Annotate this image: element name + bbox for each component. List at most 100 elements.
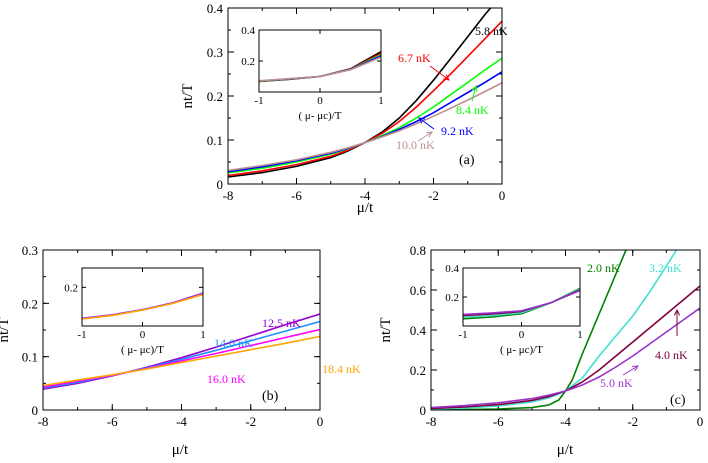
series-line-12-5-nk — [43, 313, 320, 390]
annotation-arrow-head — [425, 131, 433, 138]
annotation-arrow-head — [673, 308, 681, 316]
y-tick-label: 0.8 — [410, 243, 426, 258]
inset-line-4-0-nk — [463, 289, 580, 317]
x-tick-label: 0 — [499, 188, 506, 203]
x-tick-label: 0 — [697, 414, 704, 429]
series-line-2-0-nk — [431, 250, 627, 410]
inset-x-label: ( μ- μc)/T — [121, 344, 164, 356]
x-tick-label: -2 — [245, 414, 256, 429]
series-line-8-4-nk — [228, 57, 502, 174]
x-tick-label: 0 — [140, 329, 146, 341]
x-axis-label: μ/t — [357, 200, 374, 216]
y-tick-label: 0.3 — [22, 243, 38, 258]
annotation-label: 8.4 nK — [456, 103, 489, 117]
annotation-arrow-head — [418, 117, 425, 124]
y-tick-label: 0.1 — [22, 350, 38, 365]
y-tick-label: 0.4 — [445, 263, 459, 275]
y-tick-label: 0.2 — [410, 363, 426, 378]
annotation-label: 2.0 nK — [587, 261, 620, 275]
annotation-label: 18.4 nK — [322, 362, 361, 376]
panel-label: (c) — [670, 393, 686, 408]
annotation-label: 5.8 nK — [475, 24, 508, 38]
y-tick-label: 0.2 — [241, 56, 255, 68]
series-line-10-0-nk — [228, 82, 502, 172]
y-tick-label: 0.2 — [64, 282, 78, 294]
x-tick-label: -6 — [493, 414, 504, 429]
series-line-6-7-nk — [228, 20, 502, 177]
series-line-4-0-nk — [431, 285, 700, 410]
y-tick-label: 0.4 — [410, 323, 427, 338]
annotation-label: 10.0 nK — [396, 138, 435, 152]
x-tick-label: -6 — [107, 414, 118, 429]
inset-frame — [258, 29, 382, 93]
x-tick-label: 1 — [378, 95, 384, 107]
annotation-arrow-line — [622, 365, 639, 376]
y-tick-label: 0.2 — [445, 292, 459, 304]
series-line-5-8-nk — [228, 8, 492, 178]
series-group — [431, 250, 700, 410]
y-tick-label: 0.2 — [207, 89, 223, 104]
x-tick-label: -6 — [291, 188, 302, 203]
annotation-arrow-head — [443, 74, 450, 81]
y-axis-label: nt/T — [0, 318, 12, 343]
annotation-arrow-line — [471, 85, 477, 102]
series-group — [228, 8, 502, 178]
x-tick-label: -4 — [560, 414, 571, 429]
annotation-label: 16.0 nK — [207, 372, 246, 386]
inset-axes: -1 0 1 0.2 0.4 — [241, 25, 384, 107]
axes: -8 -6 -4 -2 0 0 0.2 0.4 0.6 0.8 — [410, 243, 704, 429]
plot-frame — [227, 7, 503, 185]
y-tick-label: 0.3 — [207, 45, 223, 60]
axes: -8 -6 -4 -2 0 0 0.1 0.2 0.3 0.4 — [207, 1, 506, 203]
panel-label: (a) — [459, 153, 475, 168]
inset-axes: -1 0 1 0.2 — [64, 267, 206, 341]
inset-x-label: ( μ- μc)/T — [299, 110, 342, 122]
x-tick-label: -4 — [360, 188, 371, 203]
y-tick-label: 0.4 — [241, 25, 255, 37]
series-line-3-2-nk — [431, 250, 678, 410]
x-tick-label: -2 — [627, 414, 638, 429]
series-line-18-4-nk — [43, 335, 320, 387]
x-tick-label: -2 — [428, 188, 439, 203]
x-axis-label: μ/t — [557, 442, 574, 458]
inset-line-12-5-nk — [82, 292, 203, 320]
annotation-label: 9.2 nK — [441, 124, 474, 138]
series-line-16-0-nk — [43, 328, 320, 388]
inset-axes: -1 0 1 0.2 0.4 — [445, 263, 583, 341]
annotation-label: 4.0 nK — [655, 348, 688, 362]
y-tick-label: 0.2 — [22, 296, 38, 311]
x-tick-label: -8 — [223, 188, 234, 203]
annotation-label: 3.2 nK — [649, 261, 682, 275]
annotation-arrow-head — [471, 84, 478, 92]
y-tick-label: 0.1 — [207, 133, 223, 148]
series-group — [43, 313, 320, 390]
y-tick-label: 0 — [217, 177, 224, 192]
annotation-arrow-line — [417, 131, 433, 142]
x-tick-label: -1 — [458, 329, 467, 341]
x-tick-label: -1 — [254, 95, 263, 107]
y-tick-label: 0 — [420, 403, 427, 418]
inset-frame — [462, 267, 581, 327]
x-tick-label: -8 — [38, 414, 49, 429]
y-tick-label: 0.6 — [410, 283, 427, 298]
inset-line-10-0-nk — [259, 56, 381, 82]
plot-frame — [430, 249, 701, 411]
inset-series-group — [463, 287, 580, 320]
series-line-5-0-nk — [431, 307, 700, 409]
annotation-label: 5.0 nK — [600, 376, 633, 390]
plot-frame — [42, 249, 321, 411]
inset-line-5-0-nk — [463, 289, 580, 316]
x-tick-label: -8 — [426, 414, 437, 429]
x-tick-label: -4 — [176, 414, 187, 429]
annotation-label: 12.5 nK — [262, 316, 301, 330]
x-tick-label: 1 — [200, 329, 206, 341]
inset-series-group — [259, 51, 381, 83]
inset-line-16-0-nk — [82, 293, 203, 320]
annotation-label: 14.0 nK — [214, 336, 253, 350]
y-tick-label: 0 — [32, 403, 39, 418]
x-tick-label: 0 — [519, 329, 525, 341]
x-tick-label: 0 — [317, 414, 324, 429]
inset-x-label: ( μ- μc)/T — [500, 344, 543, 356]
y-tick-label: 0.4 — [207, 1, 224, 16]
y-axis-label: nt/T — [378, 318, 394, 343]
